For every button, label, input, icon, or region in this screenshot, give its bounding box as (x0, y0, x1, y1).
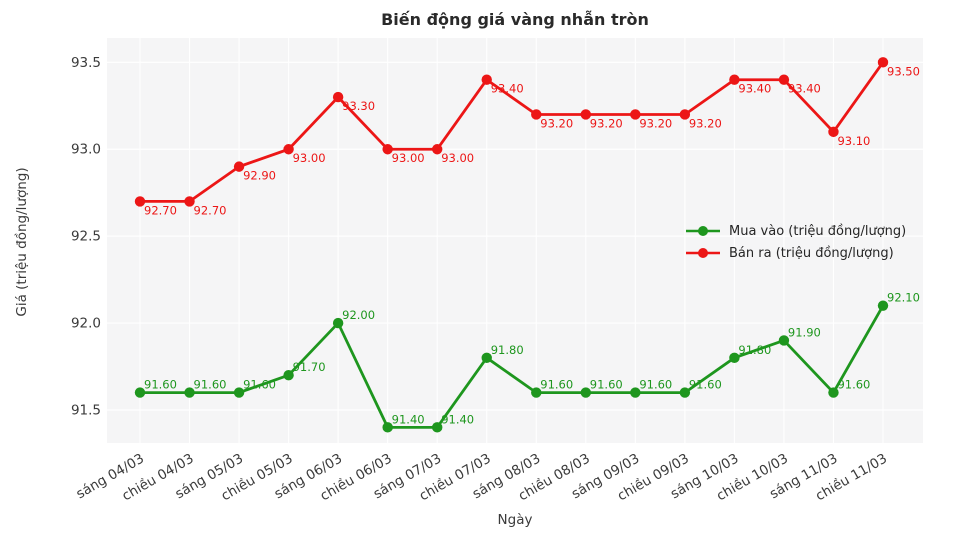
data-point-label-mua-vao: 91.60 (540, 378, 573, 392)
y-tick-label: 93.0 (71, 142, 101, 158)
data-point-label-ban-ra: 93.00 (392, 151, 425, 165)
data-point-label-ban-ra: 93.50 (887, 64, 920, 78)
data-point-label-ban-ra: 92.90 (243, 169, 276, 183)
data-point-mua-vao (679, 387, 691, 398)
data-point-ban-ra (283, 144, 294, 155)
data-point-label-ban-ra: 93.40 (491, 82, 524, 96)
data-point-label-ban-ra: 93.20 (639, 116, 672, 130)
legend-item-mua-vao: Mua vào (triệu đồng/lượng) (686, 220, 906, 242)
data-point-label-ban-ra: 93.40 (738, 82, 771, 96)
data-point-ban-ra (679, 109, 691, 120)
data-point-ban-ra (332, 91, 344, 103)
data-point-mua-vao (729, 352, 740, 364)
y-tick-label: 93.5 (71, 55, 101, 71)
data-point-label-ban-ra: 93.20 (590, 116, 623, 130)
data-point-label-mua-vao: 91.70 (293, 360, 326, 374)
data-point-mua-vao (828, 387, 839, 398)
data-point-mua-vao (481, 352, 492, 364)
data-point-label-mua-vao: 92.00 (342, 308, 375, 322)
data-point-label-mua-vao: 91.60 (689, 378, 722, 392)
data-point-label-mua-vao: 91.60 (837, 378, 870, 392)
data-point-ban-ra (580, 109, 591, 120)
data-point-mua-vao (184, 387, 195, 398)
data-point-label-mua-vao: 91.40 (392, 412, 425, 426)
data-point-label-ban-ra: 93.30 (342, 99, 375, 113)
legend: Mua vào (triệu đồng/lượng) Bán ra (triệu… (686, 220, 906, 264)
y-tick-label: 91.5 (71, 402, 101, 418)
data-point-mua-vao (531, 387, 542, 398)
data-point-ban-ra (184, 196, 195, 207)
data-point-mua-vao (778, 335, 790, 346)
data-point-mua-vao (332, 317, 344, 329)
data-point-label-ban-ra: 93.00 (441, 151, 474, 165)
series-line-ban-ra (140, 61, 885, 203)
x-axis-title: Ngày (497, 512, 533, 528)
legend-item-ban-ra: Bán ra (triệu đồng/lượng) (686, 242, 906, 264)
legend-label-mua-vao: Mua vào (triệu đồng/lượng) (729, 223, 907, 239)
data-point-mua-vao (134, 387, 146, 398)
data-point-ban-ra (778, 74, 790, 85)
data-point-label-ban-ra: 92.70 (144, 203, 177, 217)
data-point-label-mua-vao: 91.60 (194, 378, 227, 392)
data-point-label-mua-vao: 92.10 (887, 291, 920, 305)
data-point-label-mua-vao: 91.80 (491, 343, 524, 357)
data-point-ban-ra (828, 126, 839, 138)
data-point-label-ban-ra: 92.70 (194, 203, 227, 217)
chart-title: Biến động giá vàng nhẫn tròn (381, 10, 649, 29)
series-line-mua-vao (140, 304, 885, 429)
y-tick-label: 92.5 (71, 229, 101, 245)
data-point-mua-vao (432, 422, 443, 433)
data-point-label-mua-vao: 91.40 (441, 412, 474, 426)
data-point-mua-vao (580, 387, 591, 398)
data-point-label-mua-vao: 91.60 (243, 378, 276, 392)
data-point-mua-vao (233, 387, 245, 398)
y-tick-label: 92.0 (71, 316, 101, 332)
data-point-ban-ra (233, 161, 245, 172)
data-point-ban-ra (432, 144, 443, 155)
legend-marker-mua-vao-icon (686, 226, 720, 236)
data-point-mua-vao (283, 370, 294, 381)
legend-label-ban-ra: Bán ra (triệu đồng/lượng) (729, 245, 894, 261)
data-point-ban-ra (877, 57, 889, 68)
data-point-label-ban-ra: 93.20 (689, 116, 722, 130)
data-point-ban-ra (531, 109, 542, 120)
data-point-mua-vao (630, 387, 641, 398)
data-point-ban-ra (134, 196, 146, 207)
data-point-label-mua-vao: 91.90 (788, 325, 821, 339)
data-point-label-mua-vao: 91.80 (738, 343, 771, 357)
data-point-ban-ra (729, 74, 740, 85)
legend-marker-ban-ra-icon (686, 248, 720, 258)
data-point-label-ban-ra: 93.40 (788, 82, 821, 96)
data-point-ban-ra (630, 109, 641, 120)
data-point-label-mua-vao: 91.60 (639, 378, 672, 392)
data-point-label-mua-vao: 91.60 (144, 378, 177, 392)
data-point-ban-ra (481, 74, 492, 85)
data-point-label-mua-vao: 91.60 (590, 378, 623, 392)
plot-background (107, 38, 923, 443)
data-point-ban-ra (382, 144, 393, 155)
data-point-mua-vao (382, 422, 393, 433)
data-point-mua-vao (877, 300, 889, 311)
data-point-label-ban-ra: 93.10 (837, 134, 870, 148)
data-point-label-ban-ra: 93.20 (540, 116, 573, 130)
data-point-label-ban-ra: 93.00 (293, 151, 326, 165)
